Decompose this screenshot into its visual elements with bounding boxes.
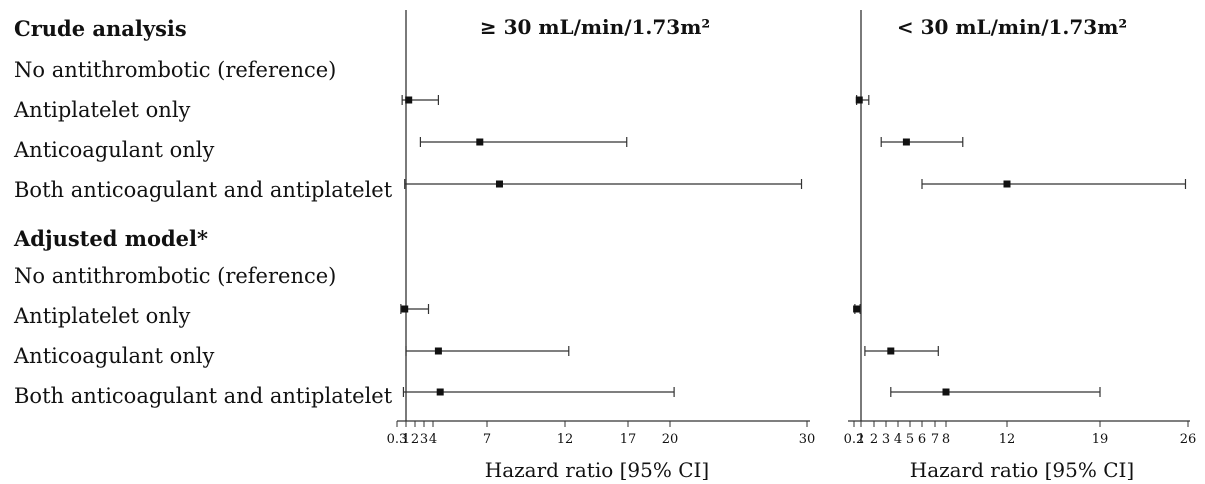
x-tick-label-lt30: 8 [942, 432, 950, 447]
point-estimate-ge30 [434, 347, 442, 355]
section-heading-crude: Crude analysis [14, 16, 187, 41]
row-label-adjusted-anticoagulant: Anticoagulant only [14, 344, 215, 368]
section-heading-adjusted: Adjusted model* [14, 226, 208, 251]
x-tick-label-ge30: 17 [620, 432, 637, 447]
point-estimate-lt30 [887, 347, 895, 355]
point-estimate-ge30 [436, 388, 444, 396]
x-tick-label-lt30: 3 [882, 432, 890, 447]
x-tick-label-ge30: 1 [402, 432, 410, 447]
row-label-crude-anticoagulant: Anticoagulant only [14, 138, 215, 162]
row-label-crude-no-antithrombotic: No antithrombotic (reference) [14, 58, 337, 82]
point-estimate-ge30 [495, 180, 503, 188]
point-estimate-ge30 [401, 305, 409, 313]
x-tick-label-ge30: 2 [411, 432, 419, 447]
x-tick-label-ge30: 3 [420, 432, 428, 447]
x-tick-label-ge30: 0.3 [387, 432, 408, 447]
x-tick-label-lt30: 26 [1180, 432, 1197, 447]
x-tick-label-lt30: 19 [1092, 432, 1109, 447]
row-label-adjusted-no-antithrombotic: No antithrombotic (reference) [14, 264, 337, 288]
x-tick-label-lt30: 12 [999, 432, 1016, 447]
point-estimate-ge30 [405, 96, 413, 104]
x-tick-label-lt30: 2 [870, 432, 878, 447]
x-tick-label-lt30: 7 [931, 432, 939, 447]
x-tick-label-lt30: 6 [918, 432, 926, 447]
panel-title-ge30: ≥ 30 mL/min/1.73m² [480, 15, 710, 39]
row-labels: Crude analysis No antithrombotic (refere… [0, 0, 393, 484]
point-estimate-lt30 [942, 388, 950, 396]
x-tick-label-ge30: 7 [483, 432, 491, 447]
x-tick-label-lt30: 1 [857, 432, 865, 447]
point-estimate-lt30 [902, 138, 910, 146]
row-label-crude-antiplatelet: Antiplatelet only [14, 98, 191, 122]
point-estimate-ge30 [476, 138, 484, 146]
x-tick-label-ge30: 30 [799, 432, 816, 447]
row-label-adjusted-both: Both anticoagulant and antiplatelet [14, 384, 393, 408]
x-tick-label-lt30: 0.2 [844, 432, 865, 447]
row-label-crude-both: Both anticoagulant and antiplatelet [14, 178, 393, 202]
x-axis-title-ge30: Hazard ratio [95% CI] [485, 458, 709, 482]
point-estimate-lt30 [855, 96, 863, 104]
x-tick-label-ge30: 4 [429, 432, 437, 447]
x-tick-label-lt30: 4 [894, 432, 902, 447]
point-estimate-lt30 [1003, 180, 1011, 188]
x-tick-label-ge30: 20 [662, 432, 679, 447]
x-axis-title-lt30: Hazard ratio [95% CI] [910, 458, 1134, 482]
x-tick-label-ge30: 12 [557, 432, 574, 447]
point-estimate-lt30 [853, 305, 861, 313]
panel-title-lt30: < 30 mL/min/1.73m² [897, 15, 1127, 39]
x-tick-label-lt30: 5 [906, 432, 914, 447]
row-label-adjusted-antiplatelet: Antiplatelet only [14, 304, 191, 328]
